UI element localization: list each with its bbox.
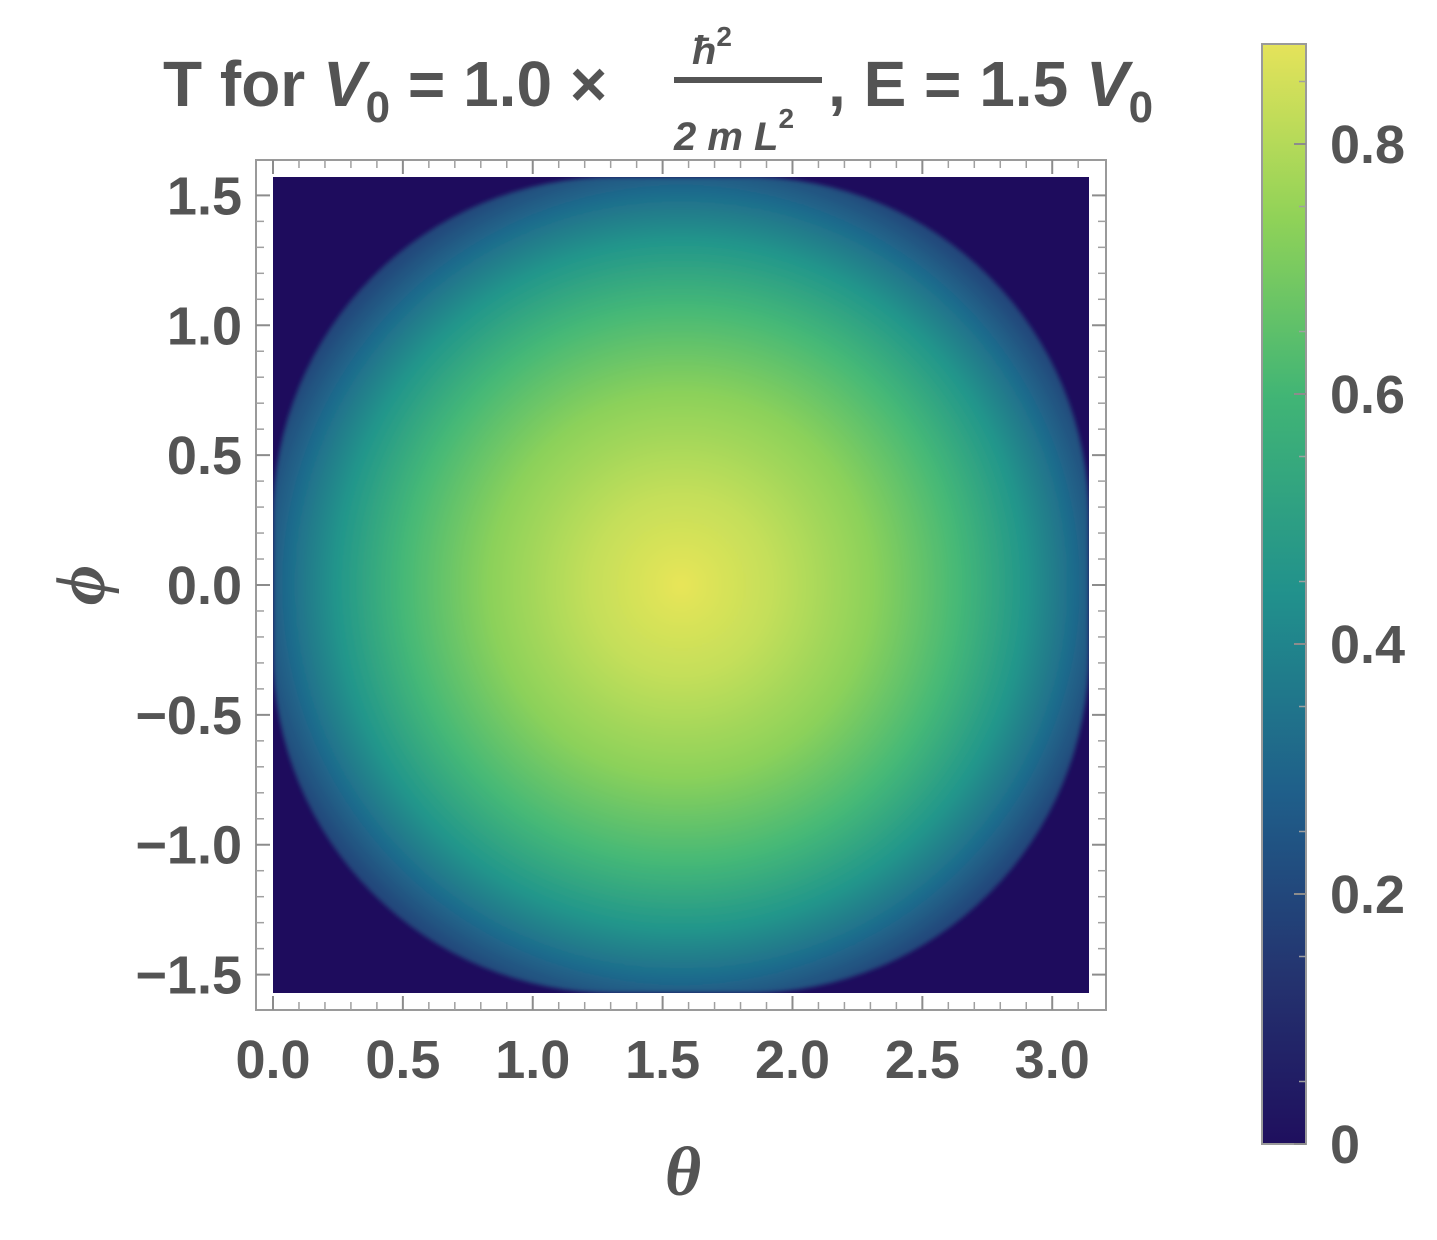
colorbar-tick-label: 0.4 [1330, 615, 1405, 675]
title-frac-num-sup: 2 [716, 21, 732, 52]
title-v0-symbol: V [323, 48, 371, 120]
x-tick-label: 0.5 [365, 1030, 440, 1090]
colorbar: 0.8 0.6 0.4 0.2 0 [1261, 43, 1405, 1175]
x-tick-labels: 0.0 0.5 1.0 1.5 2.0 2.5 3.0 [235, 1030, 1089, 1090]
title-v0-value: = 1.0 × [390, 48, 607, 120]
y-axis-label: ϕ [43, 565, 120, 606]
x-tick-label: 1.5 [625, 1030, 700, 1090]
x-axis-label: θ [665, 1134, 701, 1211]
heatmap-surface [273, 177, 1089, 993]
colorbar-tick-label: 0.6 [1330, 365, 1405, 425]
title-fraction-bar [674, 77, 822, 83]
svg-text:T for V0 = 1.0 ×: T for V0 = 1.0 × [163, 48, 607, 132]
title-v0-sub: 0 [366, 83, 390, 132]
title-e-sub: 0 [1129, 83, 1153, 132]
y-tick-label: −1.0 [135, 816, 242, 876]
title-frac-den: 2 m L [673, 115, 778, 159]
y-tick-label: −0.5 [135, 686, 242, 746]
title-fraction: ħ2 2 m L2 [673, 21, 822, 159]
axis-ticks [256, 160, 1106, 1010]
x-tick-label: 0.0 [235, 1030, 310, 1090]
colorbar-tick-label: 0.8 [1330, 115, 1405, 175]
colorbar-strip [1261, 43, 1307, 1145]
svg-text:, E = 1.5 V0: , E = 1.5 V0 [828, 48, 1153, 132]
y-tick-labels: 1.5 1.0 0.5 0.0 −0.5 −1.0 −1.5 [135, 166, 242, 1005]
y-tick-label: 1.5 [167, 166, 242, 226]
x-tick-label: 2.5 [885, 1030, 960, 1090]
y-tick-label: −1.5 [135, 946, 242, 1006]
y-tick-label: 1.0 [167, 296, 242, 356]
svg-text:ħ2: ħ2 [692, 21, 732, 73]
x-tick-label: 3.0 [1015, 1030, 1090, 1090]
y-tick-label: 0.0 [167, 556, 242, 616]
title-prefix: T for [163, 48, 323, 120]
svg-text:2 m L2: 2 m L2 [673, 103, 794, 159]
colorbar-tick-label: 0 [1330, 1115, 1360, 1175]
chart-title: T for V0 = 1.0 × ħ2 2 m L2 , E = 1.5 V0 [163, 21, 1153, 159]
title-frac-num: ħ [692, 29, 716, 73]
colorbar-tick-labels: 0.8 0.6 0.4 0.2 0 [1330, 115, 1405, 1175]
colorbar-tick-label: 0.2 [1330, 865, 1405, 925]
title-frac-den-sup: 2 [778, 103, 794, 134]
y-tick-label: 0.5 [167, 426, 242, 486]
x-tick-label: 1.0 [495, 1030, 570, 1090]
heatmap-field [273, 177, 1089, 993]
colorbar-ticks [1294, 80, 1306, 1145]
title-e-symbol: V [1086, 48, 1134, 120]
title-suffix: , E = 1.5 [828, 48, 1086, 120]
x-tick-label: 2.0 [755, 1030, 830, 1090]
